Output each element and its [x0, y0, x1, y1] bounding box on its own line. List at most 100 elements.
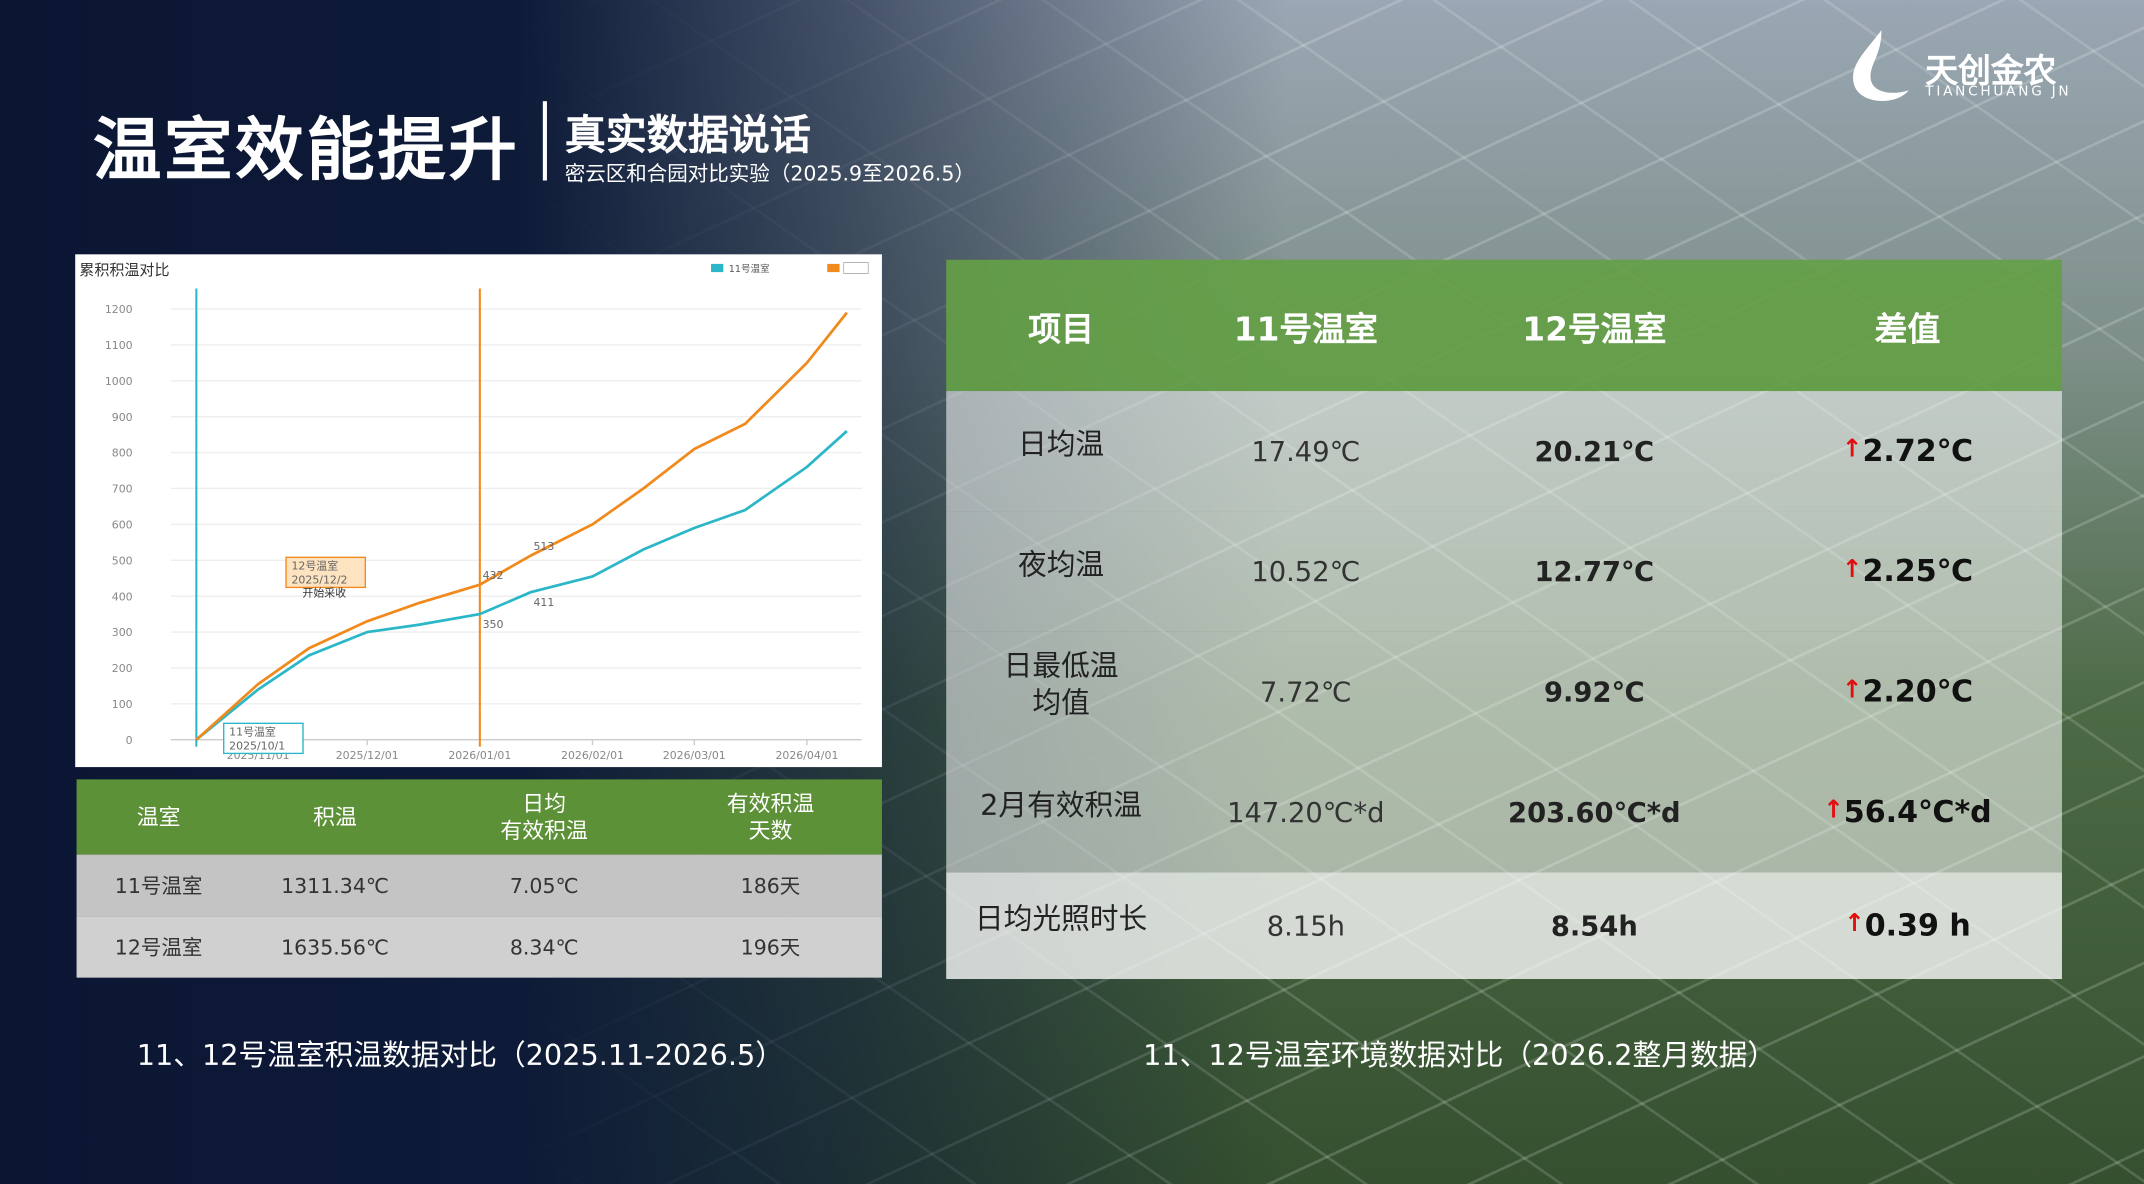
- title: 温室效能提升: [92, 110, 520, 191]
- annotation-text: 2025/12/2: [291, 573, 347, 586]
- note: 密云区和合园对比实验（2025.9至2026.5）: [564, 161, 975, 186]
- chart: 累积积温对比 0 100 200 300 400 500 600 700 800 900 1000 11…: [75, 254, 882, 768]
- y-tick-label: 800: [112, 447, 133, 460]
- diff-cell: ↑ 2.72℃: [1753, 391, 2062, 511]
- table-cell: 12.77℃: [1534, 555, 1655, 588]
- table-row: [946, 391, 2062, 512]
- table-cell: 8.15h: [1266, 909, 1345, 943]
- annotation-text: 2025/10/1: [229, 739, 285, 752]
- caption: 11、12号温室环境数据对比（2026.2整月数据）: [1143, 1039, 1777, 1073]
- up-arrow: ↑: [1844, 909, 1865, 939]
- x-tick-label: 2025/12/01: [336, 749, 399, 762]
- annotation-text: 12号温室: [291, 559, 338, 573]
- left-table: 温室 积温 日均 有效积温 有效积温 天数 11号温室 1311.34℃ 7.05℃ 186天…: [76, 779, 882, 978]
- table-header: 有效积温 天数: [726, 789, 815, 843]
- y-tick-label: 400: [112, 590, 133, 603]
- caption: 11、12号温室积温数据对比（2025.11-2026.5）: [136, 1039, 784, 1073]
- table-row: [76, 854, 882, 917]
- table-cell: 1311.34℃: [281, 873, 389, 898]
- series-line: [195, 430, 848, 741]
- logo-name: 天创金农: [1925, 51, 2057, 91]
- y-tick-label: 200: [112, 662, 133, 675]
- up-arrow: ↑: [1841, 555, 1863, 584]
- table-row: [946, 872, 2062, 980]
- table-header: 12号温室: [1522, 309, 1667, 348]
- diff-cell: ↑ 0.39 h: [1753, 872, 2062, 979]
- data-label: 411: [533, 596, 554, 609]
- annotation-note: 开始采收: [302, 586, 346, 600]
- y-tick-label: 500: [112, 554, 133, 567]
- y-tick-label: 700: [112, 483, 133, 496]
- table-cell: 7.05℃: [509, 873, 579, 898]
- table-header: 日均 有效积温: [500, 789, 588, 843]
- legend-label: 11号温室: [729, 263, 770, 275]
- table-cell: 17.49℃: [1251, 434, 1361, 468]
- y-tick-label: 1100: [105, 339, 133, 352]
- chart-title: 累积积温对比: [79, 261, 169, 279]
- table-cell: 日均温: [1017, 427, 1105, 461]
- x-tick-label: 2026/01/01: [448, 749, 511, 762]
- diff-value: 0.39 h: [1864, 908, 1971, 943]
- table-cell: 8.34℃: [509, 934, 579, 960]
- table-cell: 196天: [740, 935, 801, 960]
- table-header: 温室: [136, 803, 181, 830]
- diff-value: 2.72℃: [1862, 434, 1974, 469]
- x-tick-label: 2026/02/01: [561, 749, 624, 762]
- logo-pinyin: TIANCHUANG JN: [1925, 84, 2072, 100]
- legend-swatch: [827, 263, 840, 273]
- table-cell: 203.60℃*d: [1508, 795, 1681, 829]
- table-cell: 11号温室: [114, 873, 203, 899]
- table-cell: 9.92℃: [1544, 675, 1645, 709]
- table-cell: 1635.56℃: [281, 934, 389, 960]
- data-label: 432: [483, 569, 504, 582]
- table-header: 积温: [313, 803, 357, 830]
- up-arrow: ↑: [1841, 434, 1863, 464]
- y-tick-label: 900: [112, 411, 133, 424]
- table-cell: 日最低温 均值: [1003, 649, 1119, 720]
- table-row: [76, 916, 882, 978]
- legend-swatch: [711, 263, 724, 273]
- up-arrow: ↑: [1841, 675, 1863, 705]
- data-label: 513: [533, 540, 554, 553]
- y-tick-label: 600: [112, 518, 133, 531]
- right-table: 项目 11号温室 12号温室 差值 日均温 17.49℃ 20.21℃ ↑ 2.72℃ 夜均温 10…: [946, 259, 2062, 980]
- annotation-text: 11号温室: [229, 725, 276, 739]
- table-row: [946, 631, 2062, 753]
- table-header-bg: [946, 259, 2062, 392]
- y-tick-label: 1000: [105, 375, 133, 388]
- table-cell: 夜均温: [1017, 547, 1105, 581]
- table-cell: 7.72℃: [1260, 675, 1352, 709]
- table-header-bg: [76, 779, 882, 855]
- diff-value: 2.25℃: [1862, 554, 1974, 589]
- logo-icon: [1853, 30, 1909, 102]
- x-tick-label: 2026/03/01: [663, 749, 726, 762]
- diff-cell: ↑ 56.4℃*d: [1753, 752, 2062, 872]
- table-header: 11号温室: [1233, 309, 1378, 348]
- table-cell: 20.21℃: [1534, 434, 1655, 468]
- table-cell: 2月有效积温: [980, 788, 1142, 822]
- table-header: 项目: [1028, 309, 1094, 348]
- diff-cell: ↑ 2.20℃: [1753, 632, 2062, 752]
- legend-pager: [843, 262, 869, 274]
- diff-cell: ↑ 2.25℃: [1753, 511, 2062, 631]
- up-arrow: ↑: [1823, 795, 1844, 825]
- table-row: [946, 752, 2062, 873]
- series-line: [195, 311, 848, 741]
- y-tick-label: 1200: [105, 303, 133, 316]
- table-row: [946, 511, 2062, 632]
- y-tick-label: 100: [112, 698, 133, 711]
- subtitle: 真实数据说话: [564, 112, 811, 160]
- table-cell: 186天: [740, 873, 801, 899]
- x-tick-label: 2026/04/01: [775, 749, 838, 762]
- y-tick-label: 300: [112, 626, 133, 639]
- table-cell: 8.54h: [1550, 909, 1638, 943]
- diff-value: 56.4℃*d: [1843, 795, 1992, 830]
- table-cell: 日均光照时长: [974, 901, 1148, 935]
- table-cell: 10.52℃: [1251, 555, 1361, 588]
- y-tick-label: 0: [126, 734, 133, 747]
- table-header: 差值: [1874, 309, 1941, 348]
- annotation-box: [285, 556, 367, 589]
- table-cell: 12号温室: [114, 935, 203, 960]
